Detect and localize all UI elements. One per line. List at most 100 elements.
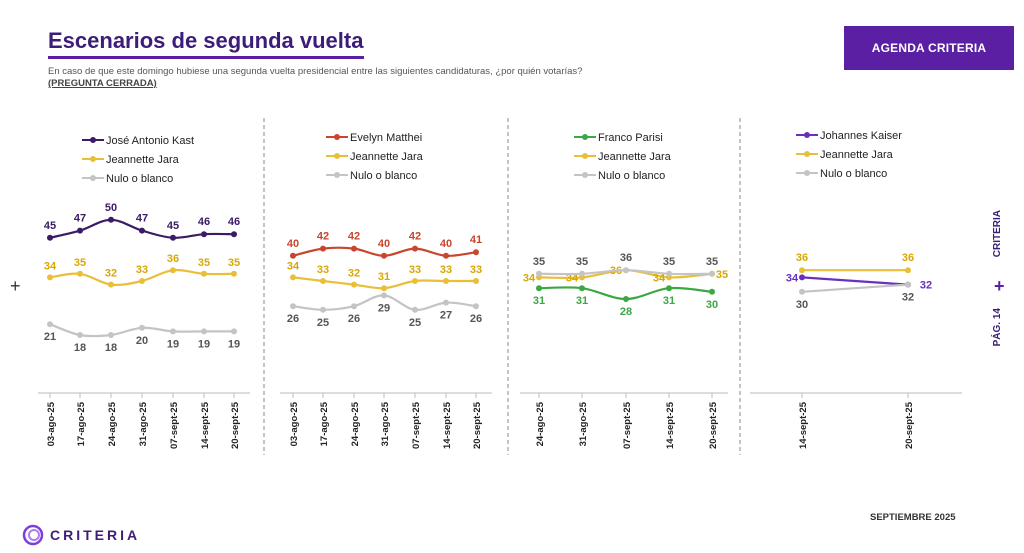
data-label: 46 xyxy=(228,216,240,228)
data-label: 36 xyxy=(796,252,808,264)
x-tick-label: 03-ago-25 xyxy=(289,401,300,446)
x-tick-label: 14-sept-25 xyxy=(442,401,453,449)
x-tick-label: 20-sept-25 xyxy=(472,401,483,449)
data-point xyxy=(108,332,114,338)
data-label: 46 xyxy=(198,216,210,228)
legend-label: Nulo o blanco xyxy=(820,168,887,180)
legend-label: José Antonio Kast xyxy=(106,135,194,147)
data-point xyxy=(412,306,418,313)
plus-icon: + xyxy=(10,276,21,296)
data-label: 45 xyxy=(167,220,179,232)
legend-label: Jeannette Jara xyxy=(350,151,424,163)
data-label: 19 xyxy=(198,338,210,350)
side-plus-icon: + xyxy=(994,276,1005,296)
data-point xyxy=(77,332,83,338)
data-label: 28 xyxy=(620,306,632,318)
data-label: 34 xyxy=(653,272,666,284)
data-point xyxy=(290,274,296,281)
data-label: 26 xyxy=(287,313,299,325)
legend-label: Jeannette Jara xyxy=(598,151,672,163)
data-label: 42 xyxy=(348,231,360,243)
data-point xyxy=(170,267,176,274)
data-point xyxy=(709,288,715,295)
x-tick-label: 24-ago-25 xyxy=(107,401,118,446)
data-point xyxy=(905,281,911,288)
legend-label: Nulo o blanco xyxy=(598,170,665,182)
x-tick-label: 24-ago-25 xyxy=(535,401,546,446)
x-tick-label: 17-ago-25 xyxy=(76,401,87,446)
data-label: 47 xyxy=(74,213,86,225)
data-point xyxy=(170,234,176,241)
data-label: 33 xyxy=(317,264,329,276)
data-label: 45 xyxy=(44,220,56,232)
data-label: 36 xyxy=(167,253,179,265)
x-tick-label: 14-sept-25 xyxy=(200,401,211,449)
x-tick-label: 31-ago-25 xyxy=(578,401,589,446)
data-point xyxy=(77,270,83,277)
criteria-logo-icon xyxy=(22,524,44,546)
data-point xyxy=(47,234,53,241)
data-point xyxy=(623,267,629,274)
x-tick-label: 20-sept-25 xyxy=(904,401,915,449)
data-point xyxy=(412,278,418,284)
data-point xyxy=(579,285,585,292)
data-point xyxy=(231,270,237,277)
x-tick-label: 14-sept-25 xyxy=(665,401,676,449)
legend-label: Nulo o blanco xyxy=(106,173,173,185)
x-tick-label: 07-sept-25 xyxy=(622,401,633,449)
data-point xyxy=(231,231,237,238)
data-label: 26 xyxy=(470,313,482,325)
data-point xyxy=(443,252,449,259)
data-label: 47 xyxy=(136,213,148,225)
title-underline xyxy=(48,56,364,59)
report-date: SEPTIEMBRE 2025 xyxy=(870,512,956,523)
legend-marker xyxy=(582,172,588,178)
data-label: 42 xyxy=(317,231,329,243)
x-tick-label: 24-ago-25 xyxy=(350,401,361,446)
data-label: 35 xyxy=(533,256,545,268)
data-label: 34 xyxy=(786,272,799,284)
data-point xyxy=(139,278,145,284)
data-point xyxy=(47,321,53,328)
question-type: (PREGUNTA CERRADA) xyxy=(48,78,157,89)
data-label: 42 xyxy=(409,231,421,243)
data-point xyxy=(799,267,805,274)
legend-label: Franco Parisi xyxy=(598,132,663,144)
legend-marker xyxy=(90,156,96,162)
x-tick-label: 14-sept-25 xyxy=(798,401,809,449)
legend-marker xyxy=(334,172,340,178)
data-point xyxy=(320,306,326,313)
data-label: 31 xyxy=(533,295,545,307)
data-label: 29 xyxy=(378,302,390,314)
data-label: 34 xyxy=(566,272,579,284)
data-label: 35 xyxy=(706,256,718,268)
agenda-criteria-button[interactable]: AGENDA CRITERIA xyxy=(844,26,1014,70)
series-line xyxy=(801,276,909,286)
x-tick-label: 03-ago-25 xyxy=(46,401,57,446)
data-point xyxy=(108,281,114,288)
data-label: 35 xyxy=(228,257,240,269)
data-label: 33 xyxy=(136,264,148,276)
data-label: 40 xyxy=(378,238,390,250)
footer-brand: CRITERIA xyxy=(50,527,141,543)
data-label: 18 xyxy=(74,342,86,354)
legend-marker xyxy=(334,153,340,159)
data-point xyxy=(905,267,911,274)
data-label: 34 xyxy=(287,260,300,272)
data-point xyxy=(201,328,207,335)
data-label: 32 xyxy=(348,268,360,280)
data-point xyxy=(108,216,114,223)
data-label: 25 xyxy=(317,317,329,329)
data-label: 26 xyxy=(348,313,360,325)
data-point xyxy=(381,292,387,299)
data-point xyxy=(351,281,357,288)
data-point xyxy=(536,270,542,277)
data-label: 30 xyxy=(796,299,808,311)
data-point xyxy=(381,285,387,292)
x-tick-label: 31-ago-25 xyxy=(138,401,149,446)
data-point xyxy=(77,227,83,234)
data-point xyxy=(231,328,237,335)
x-tick-label: 31-ago-25 xyxy=(380,401,391,446)
page-title: Escenarios de segunda vuelta xyxy=(48,28,364,53)
data-point xyxy=(579,270,585,277)
